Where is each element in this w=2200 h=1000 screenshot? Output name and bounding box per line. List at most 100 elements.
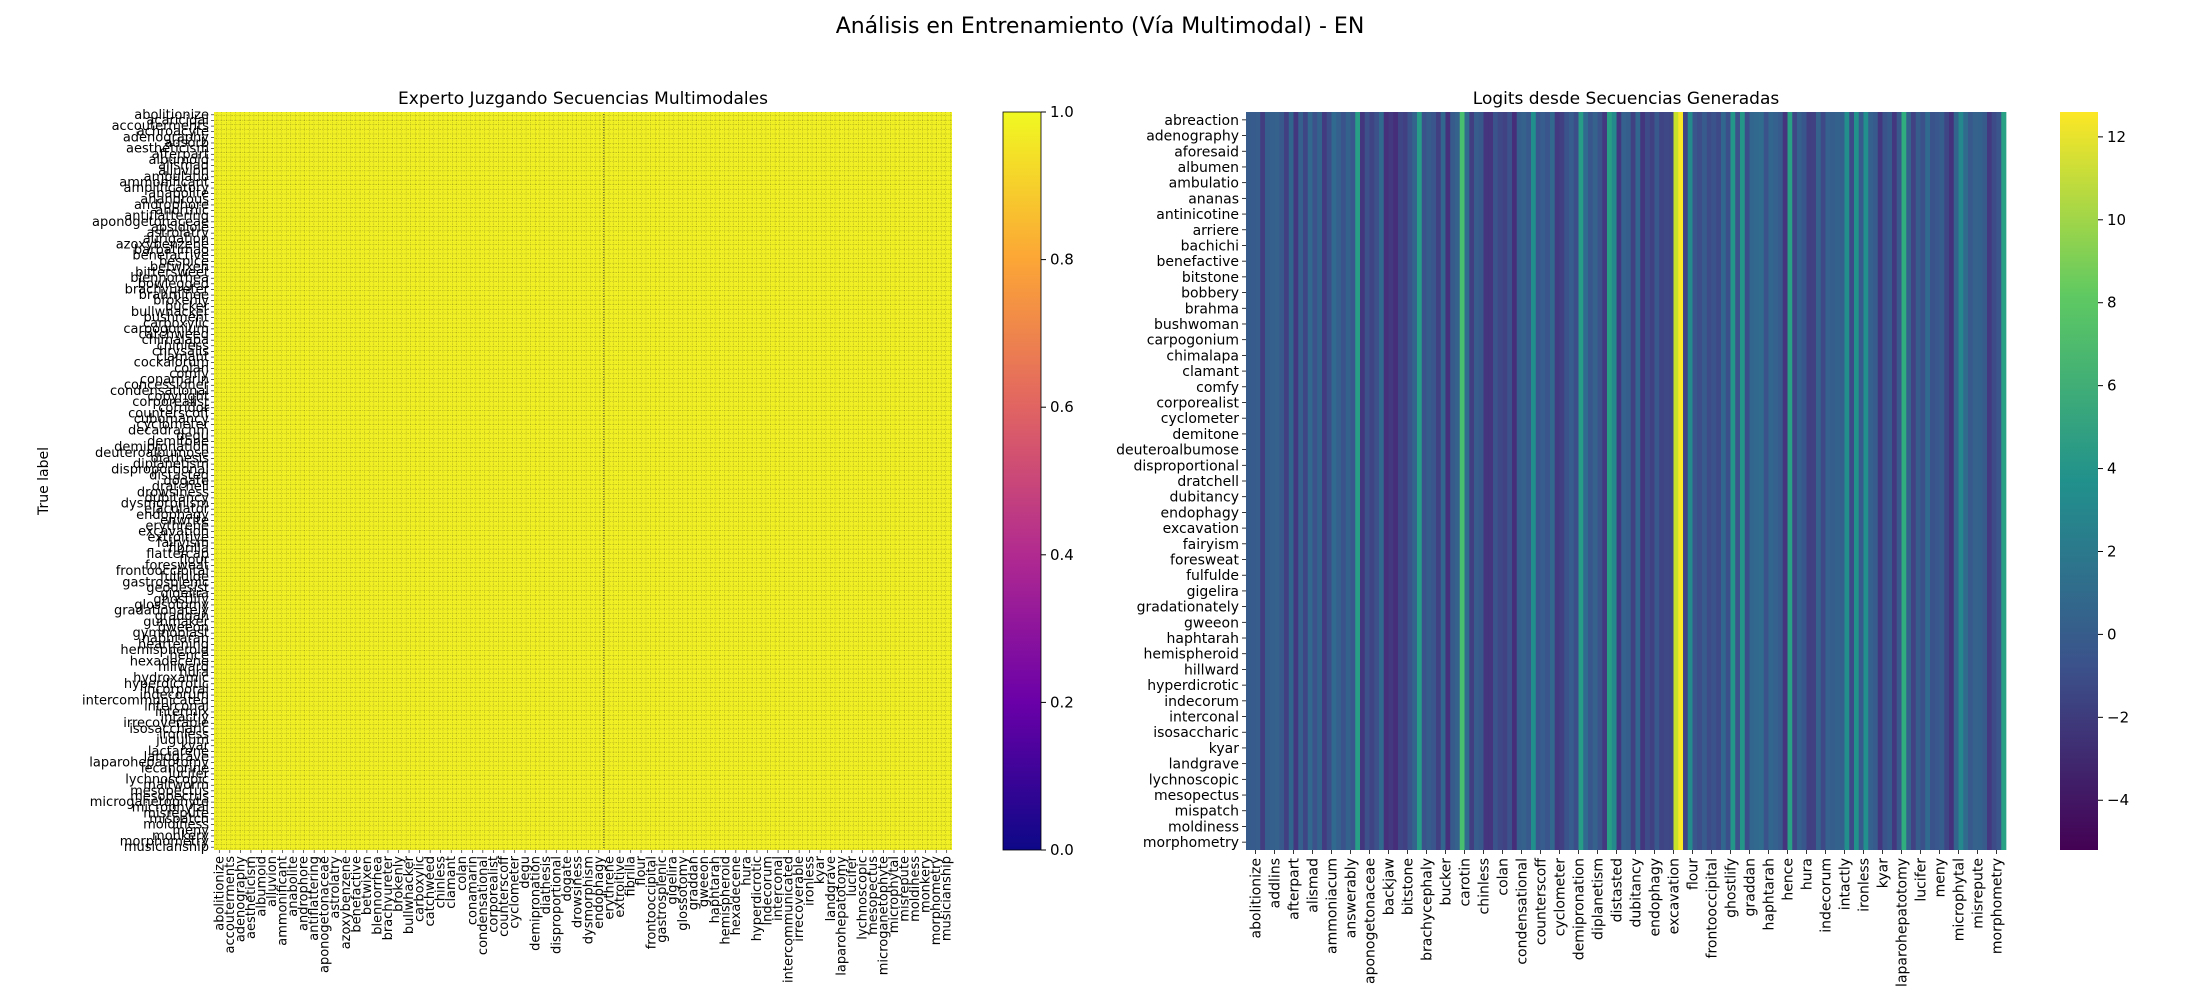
right-heatmap-column — [1255, 112, 1261, 850]
left-ytick-label: achroacyte — [137, 125, 209, 140]
right-heatmap-chart: Logits desde Secuencias Generadas abreact… — [1116, 89, 2129, 987]
left-xtick-label: irrecoverable — [792, 856, 807, 942]
right-heatmap-column — [1274, 112, 1280, 850]
right-colorbar-label: 6 — [2107, 377, 2117, 395]
left-ytick-label: landgrave — [144, 750, 209, 765]
right-heatmap-column — [1269, 112, 1275, 850]
right-ytick-label: deuteroalbumose — [1116, 443, 1239, 459]
right-heatmap-column — [1345, 112, 1351, 850]
right-heatmap-column — [1754, 112, 1760, 850]
left-ytick-label: fairyism — [157, 536, 209, 551]
left-xtick-label: gigelira — [666, 856, 681, 905]
right-colorbar-label: 12 — [2107, 128, 2126, 146]
right-colorbar-label: 10 — [2107, 211, 2126, 229]
right-xtick-label: counterscoff — [1534, 858, 1550, 945]
left-ytick-label: bowlegged — [138, 277, 209, 292]
right-heatmap-column — [1806, 112, 1812, 850]
right-heatmap-column — [1977, 112, 1983, 850]
left-ytick-label: lactarene — [148, 744, 209, 759]
left-ytick-label: corporealist — [132, 395, 209, 410]
right-colorbar-label: −2 — [2107, 708, 2129, 726]
right-heatmap-column — [1697, 112, 1703, 850]
left-ytick-label: blennorrhea — [130, 271, 209, 286]
right-ytick-label: gweeon — [1184, 615, 1239, 631]
left-xtick-label: corporealist — [486, 856, 501, 933]
right-ytick-label: aforesaid — [1174, 144, 1239, 160]
left-ytick-label: bucker — [165, 299, 210, 314]
left-ytick-label: afterpart — [152, 147, 209, 162]
left-xtick-label: clamant — [444, 856, 459, 909]
right-heatmap-column — [1383, 112, 1389, 850]
right-heatmap-column — [1687, 112, 1693, 850]
right-heatmap-column — [1949, 112, 1955, 850]
right-heatmap-column — [1906, 112, 1912, 850]
left-xtick-label: erythrene — [602, 856, 617, 920]
left-xtick-label: endophagy — [592, 856, 607, 929]
right-heatmap-column — [1958, 112, 1964, 850]
right-xtick-label: alismad — [1306, 858, 1322, 913]
right-heatmap-column — [1730, 112, 1736, 850]
left-ytick-label: flattercap — [146, 547, 209, 562]
right-heatmap-column — [1379, 112, 1385, 850]
right-heatmap-column — [1512, 112, 1518, 850]
right-heatmap-column — [1374, 112, 1380, 850]
left-xtick-label: carboxylic — [413, 856, 428, 922]
left-ytick-label: hura — [179, 666, 209, 681]
right-ytick-label: benefactive — [1157, 254, 1239, 270]
right-heatmap-column — [1630, 112, 1636, 850]
right-ytick-label: hillward — [1184, 662, 1239, 678]
right-heatmap-column — [1417, 112, 1423, 850]
left-colorbar-label: 0.6 — [1050, 398, 1074, 416]
left-ytick-label: cockalorum — [134, 356, 209, 371]
left-ytick-label: condensational — [110, 384, 209, 399]
right-heatmap-column — [1911, 112, 1917, 850]
right-xtick-label: hura — [1800, 858, 1816, 890]
right-ytick-label: arriere — [1193, 223, 1239, 239]
left-ytick-label: aestheticism — [126, 142, 209, 157]
left-xtick-label: disproportional — [550, 856, 565, 954]
right-heatmap-column — [1588, 112, 1594, 850]
left-colorbar — [1002, 111, 1042, 851]
right-xtick-label: answerably — [1344, 858, 1360, 938]
left-ytick-label: alismad — [158, 159, 209, 174]
right-ytick-label: moldiness — [1168, 819, 1239, 835]
right-colorbar-label: −4 — [2107, 791, 2129, 809]
right-xtick-label: haphtarah — [1762, 858, 1778, 931]
left-colorbar-label: 0.4 — [1050, 546, 1074, 564]
left-xtick-label: fibrilla — [623, 856, 638, 897]
right-heatmap-column — [1279, 112, 1285, 850]
right-ytick-label: dubitancy — [1170, 490, 1239, 506]
right-heatmap-column — [1398, 112, 1404, 850]
right-heatmap-column — [1592, 112, 1598, 850]
left-ytick-label: heartening — [138, 637, 209, 652]
right-heatmap-column — [1293, 112, 1299, 850]
right-xtick-label: afterpart — [1287, 858, 1303, 920]
right-ytick-label: clamant — [1182, 364, 1239, 380]
left-heatmap-chart: Experto Juzgando Secuencias Multimodales… — [36, 89, 1074, 983]
right-ytick-label: endophagy — [1161, 505, 1239, 521]
right-heatmap-column — [1868, 112, 1874, 850]
left-ytick-label: anabolite — [148, 187, 209, 202]
right-xtick-label: kyar — [1876, 858, 1892, 888]
left-ytick-label: hillward — [158, 660, 209, 675]
right-ytick-label: bitstone — [1182, 270, 1239, 286]
right-heatmap-column — [1355, 112, 1361, 850]
left-ytick-label: gradationately — [114, 604, 209, 619]
right-heatmap-column — [1892, 112, 1898, 850]
left-colorbar-label: 1.0 — [1050, 103, 1074, 121]
left-colorbar-label: 0.0 — [1050, 841, 1074, 859]
right-heatmap-column — [1550, 112, 1556, 850]
right-ytick-label: haphtarah — [1167, 631, 1240, 647]
left-xtick-label: haphtarah — [708, 856, 723, 923]
left-xtick-label: gastrosplenic — [655, 856, 670, 943]
right-heatmap-column — [1725, 112, 1731, 850]
left-xtick-label: kyar — [813, 855, 828, 884]
left-xtick-label: frontooccipital — [645, 856, 660, 949]
right-heatmap-column — [1573, 112, 1579, 850]
left-ytick-label: counterscoff — [128, 406, 210, 421]
left-ytick-label: anandrous — [140, 192, 209, 207]
right-xtick-label: condensational — [1515, 858, 1531, 965]
left-ytick-label: fibrilla — [168, 542, 209, 557]
right-ytick-label: bushwoman — [1154, 317, 1239, 333]
